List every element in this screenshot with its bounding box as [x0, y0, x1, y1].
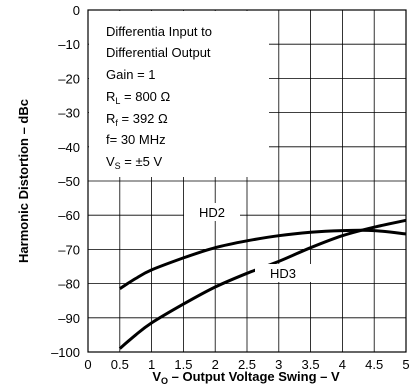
hd2-label-bg — [184, 203, 240, 221]
x-tick-label: 1.5 — [174, 357, 192, 372]
plot-frame — [87, 9, 407, 353]
y-axis-label: Harmonic Distortion – dBc — [16, 99, 31, 263]
rf-symbol: R — [106, 111, 115, 126]
annotation-line-4: RL = 800 Ω — [106, 89, 171, 106]
hd3-label: HD3 — [270, 266, 296, 281]
x-tick-label: 0.5 — [111, 357, 129, 372]
rf-subscript: f — [115, 118, 118, 128]
vs-subscript: S — [115, 161, 121, 171]
rf-value: = 392 Ω — [118, 111, 168, 126]
y-tick-label: –20 — [58, 71, 80, 86]
y-tick-label: –100 — [51, 345, 80, 360]
x-tick-labels: 0 0.5 1 1.5 2 2.5 3 3.5 4 4.5 5 — [84, 357, 409, 372]
x-tick-label: 2 — [212, 357, 219, 372]
x-tick-label: 4 — [339, 357, 346, 372]
vs-value: = ±5 V — [121, 154, 163, 169]
y-tick-label: –80 — [58, 277, 80, 292]
vs-symbol: V — [106, 154, 115, 169]
x-tick-label: 0 — [84, 357, 91, 372]
y-tick-label: –70 — [58, 242, 80, 257]
hd2-label: HD2 — [199, 205, 225, 220]
y-tick-label: –50 — [58, 174, 80, 189]
series-line-hd2 — [118, 228, 407, 290]
y-tick-label: –30 — [58, 106, 80, 121]
x-axis-subscript: O — [161, 376, 168, 386]
annotation-line-5: Rf = 392 Ω — [106, 111, 168, 128]
x-tick-label: 3.5 — [302, 357, 320, 372]
hd3-label-bg — [255, 264, 311, 282]
x-tick-label: 2.5 — [238, 357, 256, 372]
y-tick-label: –40 — [58, 140, 80, 155]
rl-subscript: L — [115, 96, 120, 106]
y-tick-label: –90 — [58, 311, 80, 326]
y-tick-labels: 0 –10 –20 –30 –40 –50 –60 –70 –80 –90 –100 — [51, 3, 80, 360]
x-axis-label: VO – Output Voltage Swing – V — [152, 369, 340, 386]
series-group — [118, 218, 407, 350]
x-axis-text: – Output Voltage Swing – V — [168, 369, 340, 384]
x-tick-label: 4.5 — [365, 357, 383, 372]
rl-value: = 800 Ω — [120, 89, 170, 104]
x-axis-symbol: V — [152, 369, 161, 384]
x-tick-label: 1 — [148, 357, 155, 372]
annotation-box — [89, 11, 269, 177]
annotation-line-6: f= 30 MHz — [106, 132, 166, 147]
y-tick-label: –10 — [58, 37, 80, 52]
annotation-line-2: Differential Output — [106, 45, 211, 60]
annotation-line-3: Gain = 1 — [106, 67, 156, 82]
annotation-line-1: Differentia Input to — [106, 24, 212, 39]
x-tick-label: 5 — [402, 357, 409, 372]
annotation-line-7: VS = ±5 V — [106, 154, 162, 171]
rl-symbol: R — [106, 89, 115, 104]
y-tick-label: 0 — [73, 3, 80, 18]
y-tick-label: –60 — [58, 208, 80, 223]
series-line-hd3 — [118, 218, 407, 350]
x-tick-label: 3 — [275, 357, 282, 372]
